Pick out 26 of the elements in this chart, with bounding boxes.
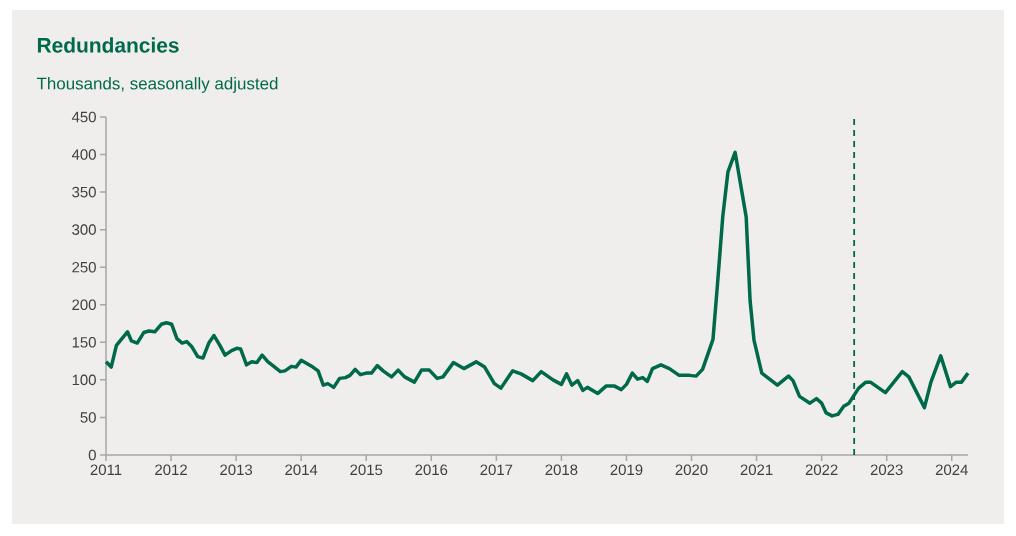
y-tick-label: 300 xyxy=(72,224,96,235)
x-tick-label: 2020 xyxy=(675,464,708,476)
chart-title: Redundancies xyxy=(37,37,179,53)
y-tick-label: 350 xyxy=(72,186,96,198)
x-tick-label: 2017 xyxy=(480,464,513,476)
y-tick-label: 400 xyxy=(71,149,96,160)
x-tick-label: 2019 xyxy=(610,464,643,476)
y-tick-label: 50 xyxy=(80,412,96,423)
x-tick-label: 2013 xyxy=(220,464,253,476)
y-tick-label: 200 xyxy=(72,299,96,311)
x-tick-label: 2021 xyxy=(740,464,773,476)
y-tick-label: 150 xyxy=(72,337,96,348)
x-tick-label: 2024 xyxy=(935,464,968,476)
y-tick-label: 450 xyxy=(71,111,96,123)
x-tick-label: 2015 xyxy=(350,464,383,476)
chart-subtitle: Thousands, seasonally adjusted xyxy=(36,77,278,93)
y-tick-label: 250 xyxy=(72,261,96,273)
y-tick-label: 100 xyxy=(72,374,96,386)
x-tick-label: 2018 xyxy=(545,464,578,476)
x-tick-label: 2023 xyxy=(870,464,903,476)
y-tick-label: 0 xyxy=(88,449,96,461)
x-tick-label: 2022 xyxy=(805,464,838,476)
x-tick-label: 2016 xyxy=(415,464,448,476)
x-tick-label: 2012 xyxy=(155,464,187,476)
x-tick-label: 2011 xyxy=(90,464,122,476)
x-tick-label: 2014 xyxy=(285,464,318,476)
